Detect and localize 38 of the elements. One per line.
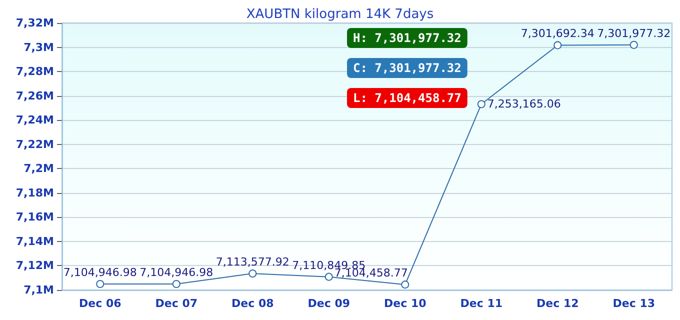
x-tick-label: Dec 11 — [460, 297, 502, 310]
point — [630, 40, 638, 49]
x-tick-label: Dec 07 — [155, 297, 198, 310]
point — [172, 280, 180, 288]
y-tick-label: 7,18M — [16, 186, 54, 200]
y-tick-label: 7,32M — [16, 16, 54, 30]
y-tick-label: 7,1M — [24, 284, 54, 296]
data-label: 7,253,165.06 — [487, 98, 561, 111]
y-tick-label: 7,2M — [24, 162, 54, 176]
y-tick-label: 7,14M — [16, 234, 54, 248]
chart-title: XAUBTN kilogram 14K 7days — [246, 7, 434, 22]
x-tick-label: Dec 09 — [308, 297, 350, 310]
point — [324, 272, 333, 281]
y-tick-label: 7,26M — [16, 89, 54, 102]
y-tick-label: 7,16M — [16, 210, 54, 224]
data-label: 7,301,692.34 — [520, 27, 594, 40]
data-label: 7,301,977.32 — [597, 26, 671, 40]
x-tick-label: Dec 10 — [384, 297, 427, 310]
data-label: 7,113,577.92 — [216, 256, 290, 269]
annotation: C: 7,301,977.32 — [353, 61, 462, 75]
data-label: 7,104,946.98 — [63, 266, 137, 279]
x-tick-label: Dec 13 — [612, 297, 655, 310]
point — [96, 280, 104, 288]
y-tick-label: 7,3M — [24, 40, 54, 54]
annotation: L: 7,104,458.77 — [353, 91, 462, 105]
y-tick-label: 7,28M — [16, 65, 54, 78]
annotation: H: 7,301,977.32 — [353, 31, 462, 45]
point — [401, 280, 410, 289]
x-tick-label: Dec 12 — [536, 297, 579, 310]
y-tick-label: 7,22M — [16, 138, 54, 151]
point — [554, 41, 562, 50]
point — [248, 270, 257, 278]
y-tick-label: 7,24M — [16, 114, 54, 127]
x-tick-label: Dec 08 — [232, 297, 274, 310]
data-label: 7,104,946.98 — [140, 266, 214, 279]
y-tick-label: 7,12M — [16, 259, 54, 272]
point — [477, 100, 486, 108]
x-tick-label: Dec 06 — [79, 297, 122, 310]
